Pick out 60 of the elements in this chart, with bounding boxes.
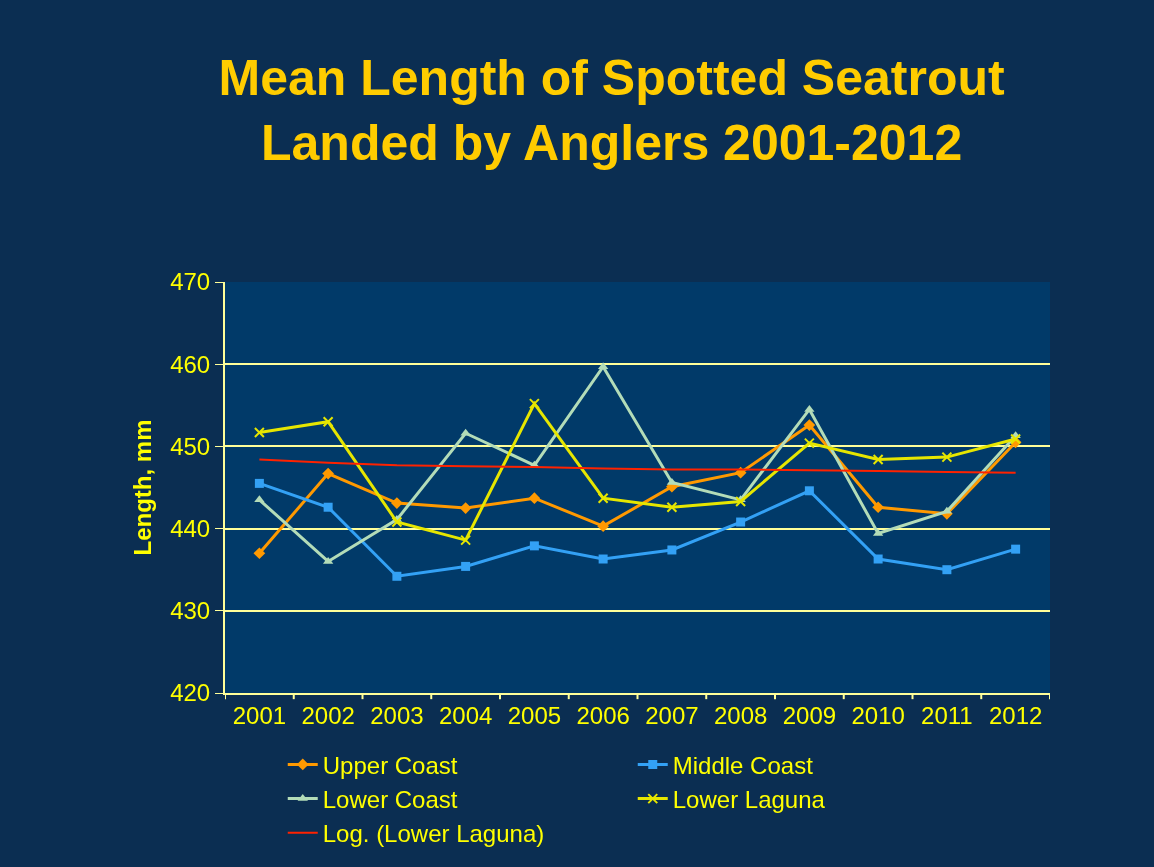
- point: [804, 486, 814, 496]
- y-tick-label: 450: [170, 432, 211, 460]
- x-tick-label: 2012: [988, 701, 1043, 729]
- point: [597, 492, 609, 504]
- point: [941, 451, 953, 463]
- y-tick-label: 420: [170, 679, 211, 707]
- point: [254, 495, 265, 503]
- x-tick-label: 2004: [438, 701, 493, 729]
- point: [253, 426, 265, 438]
- point: [804, 404, 815, 412]
- point: [528, 398, 540, 410]
- x-tick-label: 2007: [645, 701, 699, 729]
- x-tick-label: 2003: [370, 701, 424, 729]
- point: [254, 478, 264, 488]
- point: [461, 561, 471, 571]
- point: [872, 501, 884, 514]
- point: [323, 502, 333, 512]
- x-tick-label: 2008: [713, 701, 768, 729]
- chart-title: Mean Length of Spotted Seatrout Landed by Anglers 2001-2012: [218, 50, 1006, 172]
- legend-label: Middle Coast: [672, 751, 814, 779]
- point: [1011, 544, 1021, 554]
- point: [322, 467, 334, 480]
- point: [253, 547, 266, 560]
- y-tick-label: 430: [170, 597, 211, 625]
- point: [598, 554, 608, 564]
- point: [873, 554, 883, 564]
- legend-label: Lower Coast: [322, 785, 458, 813]
- point: [392, 571, 402, 581]
- point: [803, 437, 815, 449]
- point: [460, 534, 472, 546]
- y-axis-title: Length, mm: [128, 419, 156, 556]
- point: [391, 497, 403, 509]
- point: [666, 501, 678, 513]
- x-tick-label: 2002: [301, 701, 355, 729]
- legend-label: Lower Laguna: [672, 785, 826, 813]
- x-tick-label: 2010: [851, 701, 905, 729]
- point: [942, 565, 952, 575]
- point: [391, 516, 403, 528]
- point: [872, 454, 884, 466]
- x-tick-label: 2009: [782, 701, 837, 729]
- x-tick-label: 2001: [232, 701, 287, 729]
- point: [735, 495, 747, 507]
- point: [736, 517, 746, 527]
- point: [803, 419, 816, 431]
- point: [529, 541, 539, 551]
- legend-label: Upper Coast: [322, 751, 458, 779]
- x-tick-label: 2005: [507, 701, 562, 729]
- point: [459, 502, 472, 514]
- y-tick-label: 460: [170, 350, 211, 378]
- x-tick-label: 2011: [921, 701, 973, 729]
- y-tick-label: 440: [170, 515, 211, 542]
- y-tick-label: 470: [170, 268, 211, 296]
- point: [322, 416, 334, 428]
- point: [667, 545, 677, 555]
- point: [597, 520, 609, 532]
- point: [460, 428, 471, 436]
- point: [1010, 433, 1022, 445]
- x-tick-label: 2006: [576, 701, 630, 729]
- legend-label: Log. (Lower Laguna): [322, 820, 545, 848]
- point: [528, 492, 541, 505]
